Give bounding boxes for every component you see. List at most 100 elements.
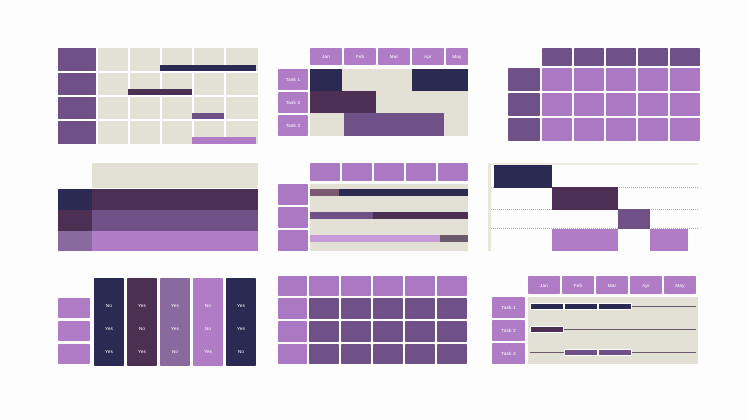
chart-3-cell-0-3[interactable] xyxy=(638,68,668,91)
chart-7-yes-no-columns[interactable]: No Yes Yes Yes No Yes Yes Yes No No No Y… xyxy=(58,278,258,366)
chart-8-cell-1-3[interactable] xyxy=(405,321,435,342)
chart-5-header-0[interactable] xyxy=(310,163,340,181)
chart-4-stacked-bands[interactable] xyxy=(58,163,258,251)
chart-3-side-1[interactable] xyxy=(508,93,540,116)
chart-9-bar-2-seg-1[interactable] xyxy=(598,349,632,356)
chart-1-bar-0[interactable] xyxy=(160,65,256,71)
chart-9-month-header-0[interactable]: Jan xyxy=(528,276,560,294)
chart-5-bar-0-seg-1[interactable] xyxy=(339,189,468,196)
chart-9-month-header-1[interactable]: Feb xyxy=(562,276,594,294)
chart-8-cell-1-1[interactable] xyxy=(341,321,371,342)
chart-8-cell-2-3[interactable] xyxy=(405,344,435,364)
chart-1-row-label-0[interactable] xyxy=(58,48,96,71)
chart-7-column-0[interactable] xyxy=(94,278,124,366)
chart-3-cell-2-0[interactable] xyxy=(542,118,572,141)
chart-1-row-label-1[interactable] xyxy=(58,72,96,95)
chart-9-task-label-1[interactable]: Task 2 xyxy=(492,320,525,341)
chart-3-cell-0-4[interactable] xyxy=(670,68,700,91)
chart-6-waterfall-steps[interactable] xyxy=(488,163,698,251)
chart-3-cell-0-0[interactable] xyxy=(542,68,572,91)
chart-4-band-2-right[interactable] xyxy=(92,231,258,251)
chart-5-side-2[interactable] xyxy=(278,230,308,251)
chart-6-step-4[interactable] xyxy=(650,229,688,251)
chart-5-header-3[interactable] xyxy=(406,163,436,181)
chart-2-month-header-2[interactable]: Mar xyxy=(378,48,410,65)
chart-8-side-2[interactable] xyxy=(278,344,307,364)
chart-7-side-2[interactable] xyxy=(58,344,90,364)
chart-5-header-2[interactable] xyxy=(374,163,404,181)
chart-3-cell-1-4[interactable] xyxy=(670,93,700,116)
chart-1-gantt-beige-grid[interactable] xyxy=(58,48,258,144)
chart-3-cell-0-2[interactable] xyxy=(606,68,636,91)
chart-3-cell-1-1[interactable] xyxy=(574,93,604,116)
chart-8-header-1[interactable] xyxy=(309,276,339,296)
chart-9-gantt-month-lines[interactable]: Jan Feb Mar Apr May Task 1 Task 2 Task 3 xyxy=(492,276,698,364)
chart-6-step-3[interactable] xyxy=(552,229,618,251)
chart-2-month-header-0[interactable]: Jan xyxy=(310,48,342,65)
chart-2-task-label-1[interactable]: Task 2 xyxy=(278,92,308,113)
chart-3-side-0[interactable] xyxy=(508,68,540,91)
chart-7-column-1[interactable] xyxy=(127,278,157,366)
chart-4-band-0-left[interactable] xyxy=(58,189,92,210)
chart-9-bar-2-seg-0[interactable] xyxy=(564,349,598,356)
chart-8-cell-2-2[interactable] xyxy=(373,344,403,364)
chart-5-side-0[interactable] xyxy=(278,184,308,205)
chart-8-cell-2-0[interactable] xyxy=(309,344,339,364)
chart-7-column-4[interactable] xyxy=(226,278,256,366)
chart-8-cell-2-1[interactable] xyxy=(341,344,371,364)
chart-1-bar-2[interactable] xyxy=(192,113,224,119)
chart-8-cell-0-3[interactable] xyxy=(405,298,435,319)
chart-3-cell-2-1[interactable] xyxy=(574,118,604,141)
chart-8-cell-2-4[interactable] xyxy=(437,344,467,364)
chart-3-cell-2-4[interactable] xyxy=(670,118,700,141)
chart-5-progress-bars[interactable] xyxy=(278,163,468,251)
chart-4-band-0-right[interactable] xyxy=(92,189,258,210)
chart-2-month-header-3[interactable]: Apr xyxy=(412,48,444,65)
chart-3-side-2[interactable] xyxy=(508,118,540,141)
chart-1-bar-3[interactable] xyxy=(192,137,256,144)
chart-9-month-header-2[interactable]: Mar xyxy=(596,276,628,294)
chart-7-side-1[interactable] xyxy=(58,321,90,341)
chart-9-bar-0-seg-2[interactable] xyxy=(598,303,632,310)
chart-8-cell-0-4[interactable] xyxy=(437,298,467,319)
chart-6-step-2[interactable] xyxy=(618,209,650,229)
chart-5-side-1[interactable] xyxy=(278,207,308,228)
chart-3-header-4[interactable] xyxy=(670,48,700,66)
chart-9-bar-0-seg-0[interactable] xyxy=(530,303,564,310)
chart-5-header-1[interactable] xyxy=(342,163,372,181)
chart-5-bar-0-seg-0[interactable] xyxy=(310,189,339,196)
chart-8-header-2[interactable] xyxy=(341,276,371,296)
chart-7-column-3[interactable] xyxy=(193,278,223,366)
chart-8-cell-1-2[interactable] xyxy=(373,321,403,342)
chart-2-month-header-4[interactable]: May xyxy=(446,48,468,65)
chart-8-cell-0-0[interactable] xyxy=(309,298,339,319)
chart-7-side-0[interactable] xyxy=(58,298,90,318)
chart-3-cell-1-0[interactable] xyxy=(542,93,572,116)
chart-6-step-1[interactable] xyxy=(552,187,618,210)
chart-7-column-2[interactable] xyxy=(160,278,190,366)
chart-5-bar-1-seg-1[interactable] xyxy=(373,212,468,219)
chart-8-cell-1-0[interactable] xyxy=(309,321,339,342)
chart-8-dense-matrix[interactable] xyxy=(278,276,468,364)
chart-3-cell-1-3[interactable] xyxy=(638,93,668,116)
chart-3-header-3[interactable] xyxy=(638,48,668,66)
chart-9-bar-0-seg-1[interactable] xyxy=(564,303,598,310)
chart-2-task-label-2[interactable]: Task 3 xyxy=(278,115,308,136)
chart-3-cell-0-1[interactable] xyxy=(574,68,604,91)
chart-8-header-5[interactable] xyxy=(437,276,467,296)
chart-5-bar-2-seg-1[interactable] xyxy=(440,235,468,242)
chart-3-cell-2-2[interactable] xyxy=(606,118,636,141)
chart-8-cell-1-4[interactable] xyxy=(437,321,467,342)
chart-9-month-header-4[interactable]: May xyxy=(664,276,696,294)
chart-2-bar-0a[interactable] xyxy=(310,69,342,91)
chart-8-side-1[interactable] xyxy=(278,321,307,342)
chart-3-header-0[interactable] xyxy=(542,48,572,66)
chart-5-header-4[interactable] xyxy=(438,163,468,181)
chart-8-cell-0-1[interactable] xyxy=(341,298,371,319)
chart-8-cell-0-2[interactable] xyxy=(373,298,403,319)
chart-8-side-0[interactable] xyxy=(278,298,307,319)
chart-9-bar-1-seg-0[interactable] xyxy=(530,326,564,333)
chart-6-step-0[interactable] xyxy=(494,165,552,188)
chart-9-month-header-3[interactable]: Apr xyxy=(630,276,662,294)
chart-2-task-label-0[interactable]: Task 1 xyxy=(278,69,308,90)
